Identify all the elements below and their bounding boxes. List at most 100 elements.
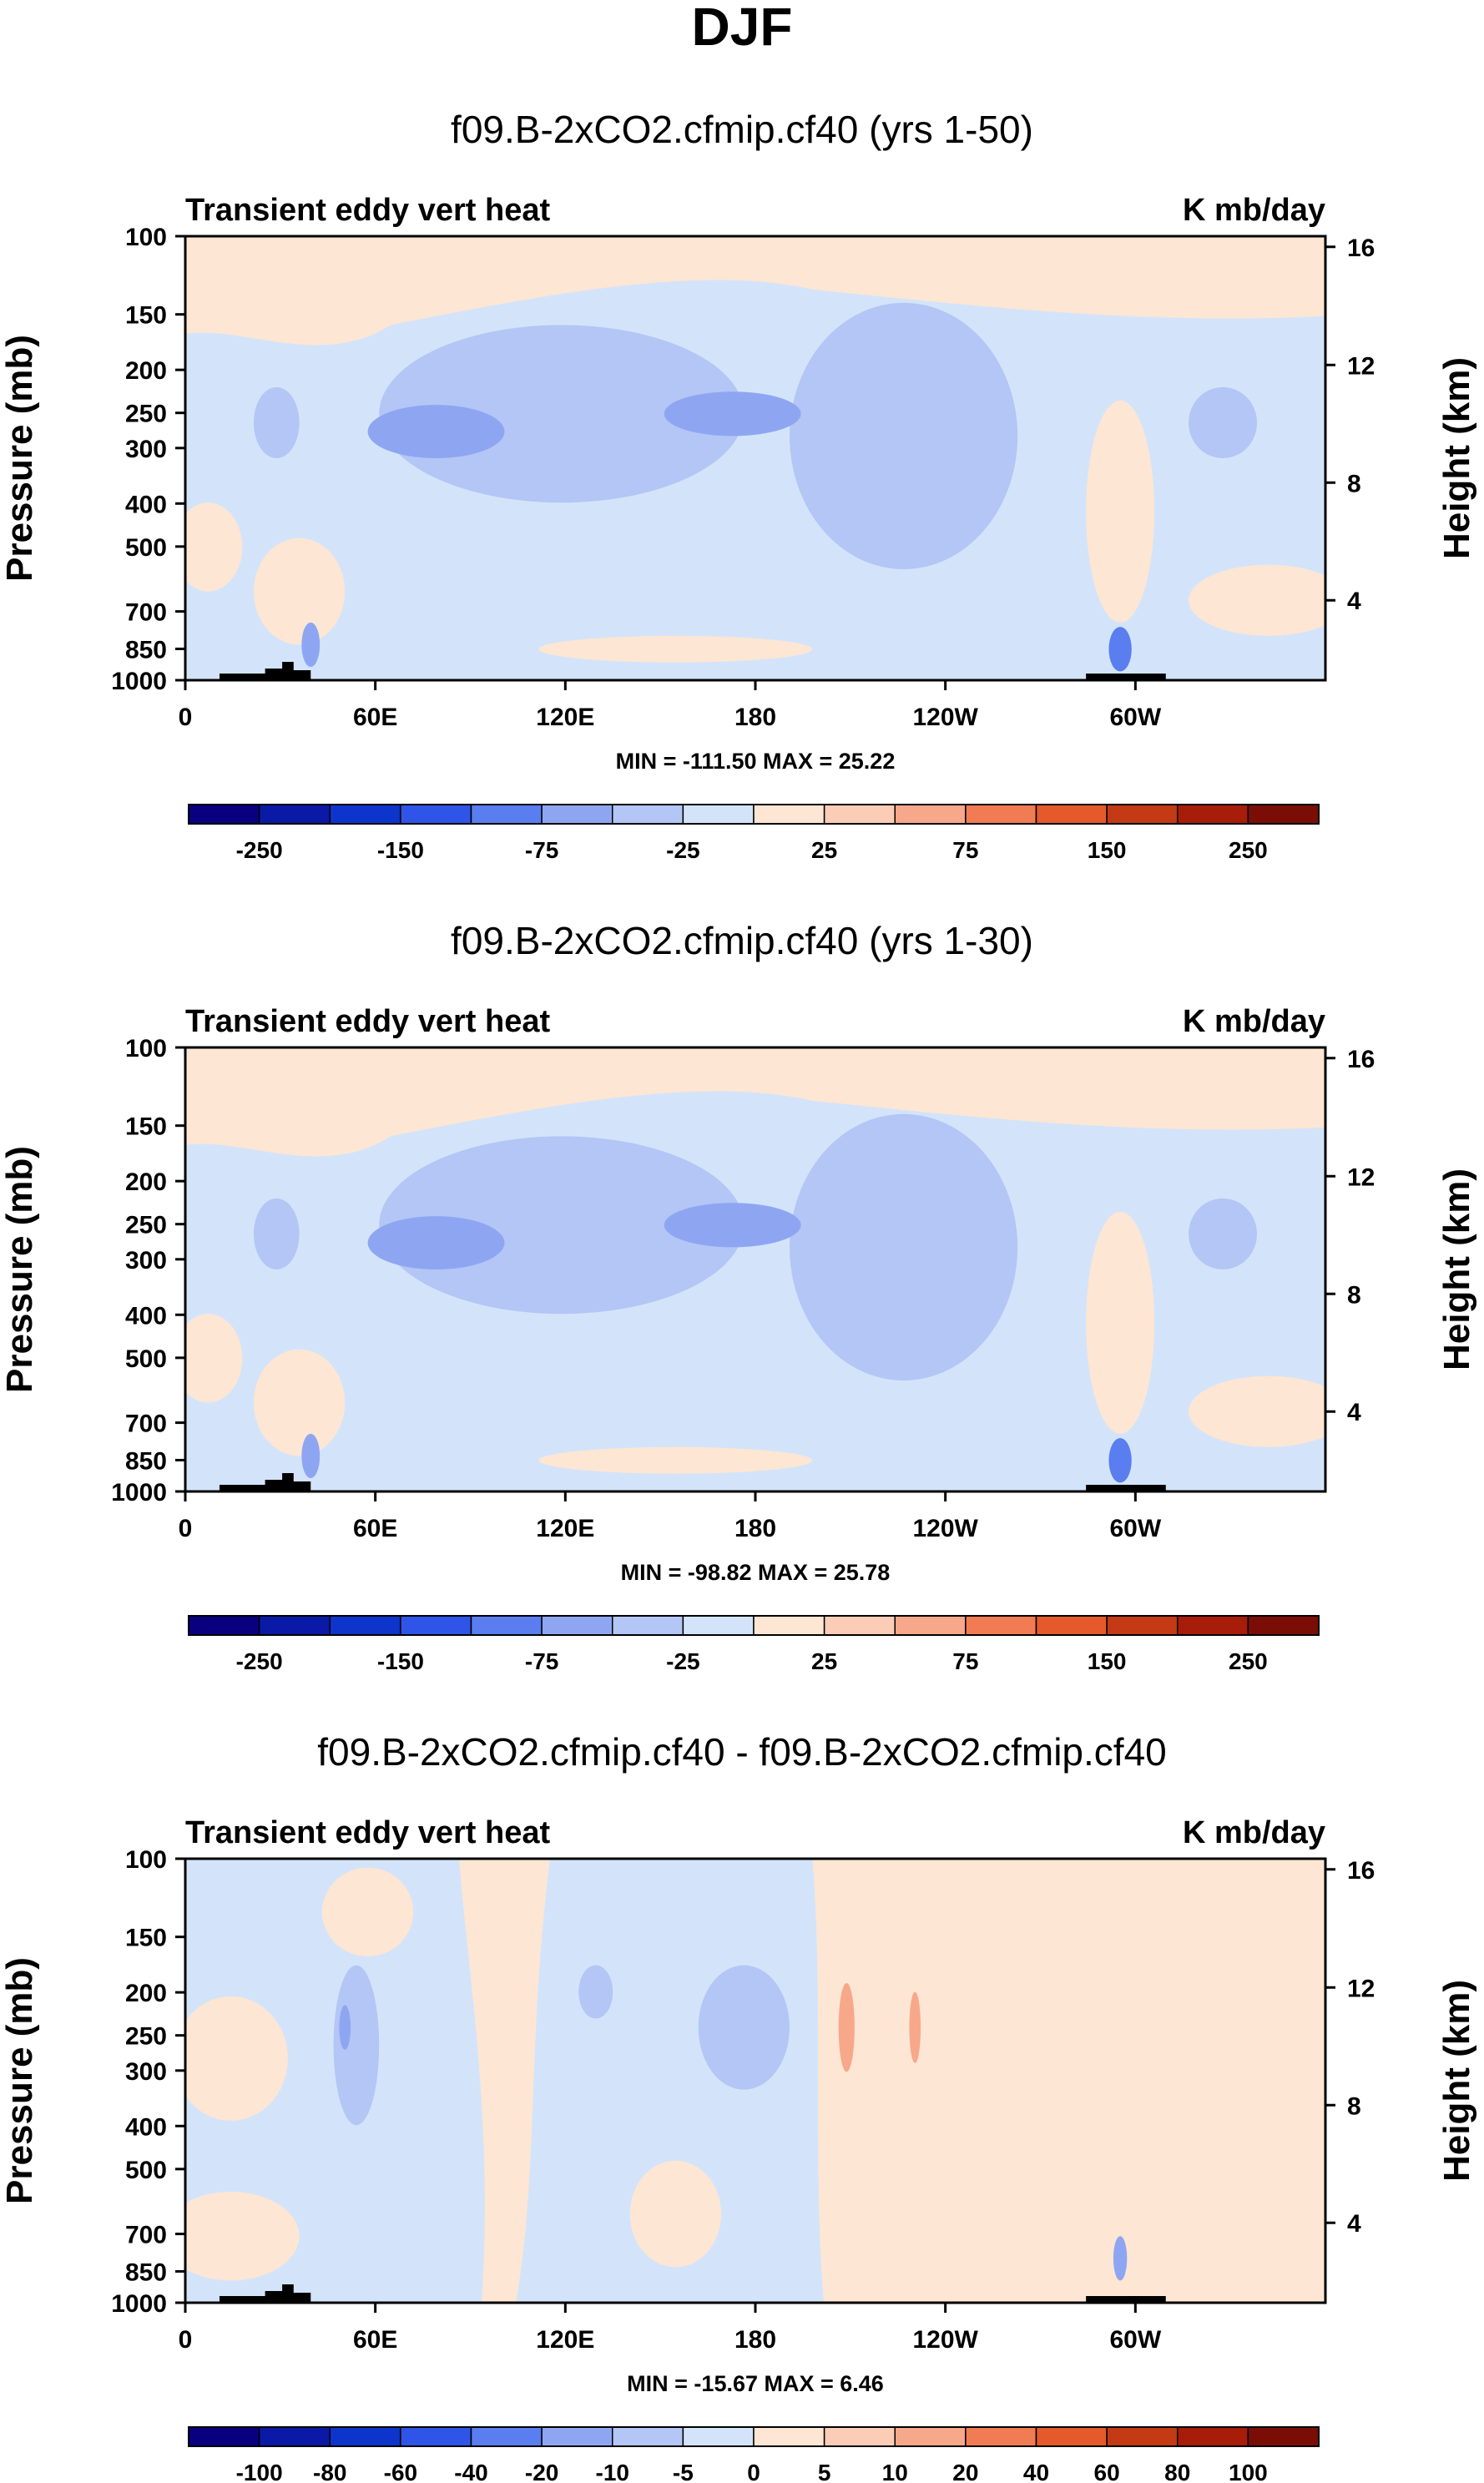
positive-region-west bbox=[185, 1314, 243, 1403]
y-tick-label: 850 bbox=[125, 1447, 167, 1475]
colorbar-box bbox=[329, 804, 401, 825]
colorbar-label: -150 bbox=[377, 837, 424, 863]
colorbar-box bbox=[188, 2426, 260, 2447]
negative-core-1 bbox=[367, 405, 505, 458]
colorbar-box bbox=[612, 2426, 684, 2447]
colorbar-label: 250 bbox=[1229, 1648, 1268, 1674]
positive-region-lower-west bbox=[185, 2192, 300, 2281]
x-tick-label: 120W bbox=[912, 1515, 978, 1542]
colorbar-frame bbox=[188, 2426, 1320, 2447]
colorbar-label: -75 bbox=[525, 837, 558, 863]
colorbar-label: -60 bbox=[384, 2460, 417, 2483]
y2-tick-label: 12 bbox=[1347, 352, 1375, 380]
colorbar-box bbox=[470, 2426, 543, 2447]
topography-americas bbox=[1086, 674, 1166, 680]
colorbar-label: 20 bbox=[952, 2460, 978, 2483]
colorbar-box bbox=[1177, 1615, 1249, 1636]
positive-region-stratosphere bbox=[185, 236, 1325, 346]
x-tick-label: 60E bbox=[353, 2326, 397, 2354]
panel-1: f09.B-2xCO2.cfmip.cf40 (yrs 1-50) Transie… bbox=[0, 108, 1477, 863]
colorbar-label: -80 bbox=[313, 2460, 346, 2483]
colorbar-label: 75 bbox=[952, 837, 978, 863]
colorbar-box bbox=[1106, 1615, 1179, 1636]
x-tick-label: 60W bbox=[1109, 2326, 1161, 2354]
colorbar-label: 25 bbox=[811, 837, 837, 863]
y-tick-label: 1000 bbox=[111, 2290, 167, 2318]
colorbar-box bbox=[188, 804, 260, 825]
x-tick-label: 120W bbox=[912, 704, 978, 731]
positive-region-lower bbox=[538, 635, 813, 663]
positive-region-tropics bbox=[253, 537, 346, 645]
colorbar-box bbox=[400, 2426, 472, 2447]
colorbar-box bbox=[753, 804, 825, 825]
colorbar-label: 25 bbox=[811, 1648, 837, 1674]
colorbar-box bbox=[1106, 2426, 1179, 2447]
colorbar-label: 40 bbox=[1023, 2460, 1049, 2483]
colorbar-box bbox=[188, 1615, 260, 1636]
panel-variable-label: Transient eddy vert heat bbox=[185, 1815, 550, 1850]
negative-region-pacific bbox=[789, 1113, 1018, 1380]
colorbar-label: 60 bbox=[1094, 2460, 1120, 2483]
contour-field bbox=[185, 1047, 1325, 1491]
colorbar-label: 150 bbox=[1088, 1648, 1127, 1674]
colorbar-box bbox=[682, 1615, 755, 1636]
page-title: DJF bbox=[692, 0, 793, 57]
colorbar-box bbox=[258, 1615, 331, 1636]
positive-region-americas bbox=[1086, 1211, 1155, 1434]
colorbar-box bbox=[1035, 804, 1108, 825]
negative-core-4 bbox=[301, 1433, 321, 1479]
y2-tick-label: 16 bbox=[1347, 1046, 1375, 1073]
negative-core-2 bbox=[664, 1203, 801, 1248]
colorbar-box bbox=[1106, 804, 1179, 825]
topography-asia bbox=[219, 662, 311, 680]
y-tick-label: 100 bbox=[125, 1846, 167, 1874]
negative-core-4 bbox=[301, 622, 321, 668]
colorbar-box bbox=[965, 804, 1037, 825]
negative-region-2 bbox=[698, 1965, 790, 2090]
positive-region-mid bbox=[629, 2160, 722, 2268]
colorbar-label: -100 bbox=[236, 2460, 283, 2483]
colorbar-label: -250 bbox=[236, 837, 283, 863]
x-tick-label: 60W bbox=[1109, 704, 1161, 731]
negative-region-asia bbox=[379, 325, 745, 503]
positive-region-polar bbox=[1189, 564, 1325, 636]
y-tick-label: 250 bbox=[125, 2023, 167, 2051]
colorbar-label: 80 bbox=[1164, 2460, 1190, 2483]
panel-variable-label: Transient eddy vert heat bbox=[185, 193, 550, 228]
x-tick-label: 180 bbox=[734, 2326, 776, 2354]
colorbar-box bbox=[400, 804, 472, 825]
y-tick-label: 850 bbox=[125, 636, 167, 664]
y2-tick-label: 16 bbox=[1347, 1857, 1375, 1885]
y-tick-label: 100 bbox=[125, 224, 167, 251]
y-tick-label: 500 bbox=[125, 1345, 167, 1373]
y2-tick-label: 8 bbox=[1347, 1281, 1361, 1309]
colorbar-box bbox=[1177, 2426, 1249, 2447]
y-tick-label: 500 bbox=[125, 2157, 167, 2184]
y-tick-label: 150 bbox=[125, 302, 167, 330]
negative-core-3 bbox=[1108, 627, 1132, 672]
y-tick-label: 700 bbox=[125, 2222, 167, 2249]
colorbar-box bbox=[1177, 804, 1249, 825]
min-max-label: MIN = -111.50 MAX = 25.22 bbox=[616, 749, 896, 774]
colorbar-box bbox=[682, 804, 755, 825]
y-tick-label: 200 bbox=[125, 357, 167, 385]
colorbar-box bbox=[1247, 1615, 1320, 1636]
negative-region-3 bbox=[578, 1965, 613, 2019]
y-tick-label: 700 bbox=[125, 1411, 167, 1438]
y-axis-title: Pressure (mb) bbox=[0, 1146, 40, 1393]
y-tick-label: 400 bbox=[125, 2113, 167, 2141]
negative-region-atlantic bbox=[1189, 386, 1258, 458]
x-tick-label: 0 bbox=[179, 2326, 193, 2354]
colorbar-box bbox=[400, 1615, 472, 1636]
colorbar-box bbox=[612, 1615, 684, 1636]
colorbar-box bbox=[753, 1615, 825, 1636]
colorbar-label: 250 bbox=[1229, 837, 1268, 863]
negative-region-1 bbox=[333, 1965, 380, 2126]
y-tick-label: 250 bbox=[125, 401, 167, 428]
panel-3: f09.B-2xCO2.cfmip.cf40 - f09.B-2xCO2.cfm… bbox=[0, 1730, 1477, 2483]
positive-region-central bbox=[458, 1859, 551, 2303]
colorbar-box bbox=[823, 1615, 896, 1636]
colorbar-box bbox=[541, 1615, 613, 1636]
y2-axis-title: Height (km) bbox=[1436, 357, 1477, 559]
